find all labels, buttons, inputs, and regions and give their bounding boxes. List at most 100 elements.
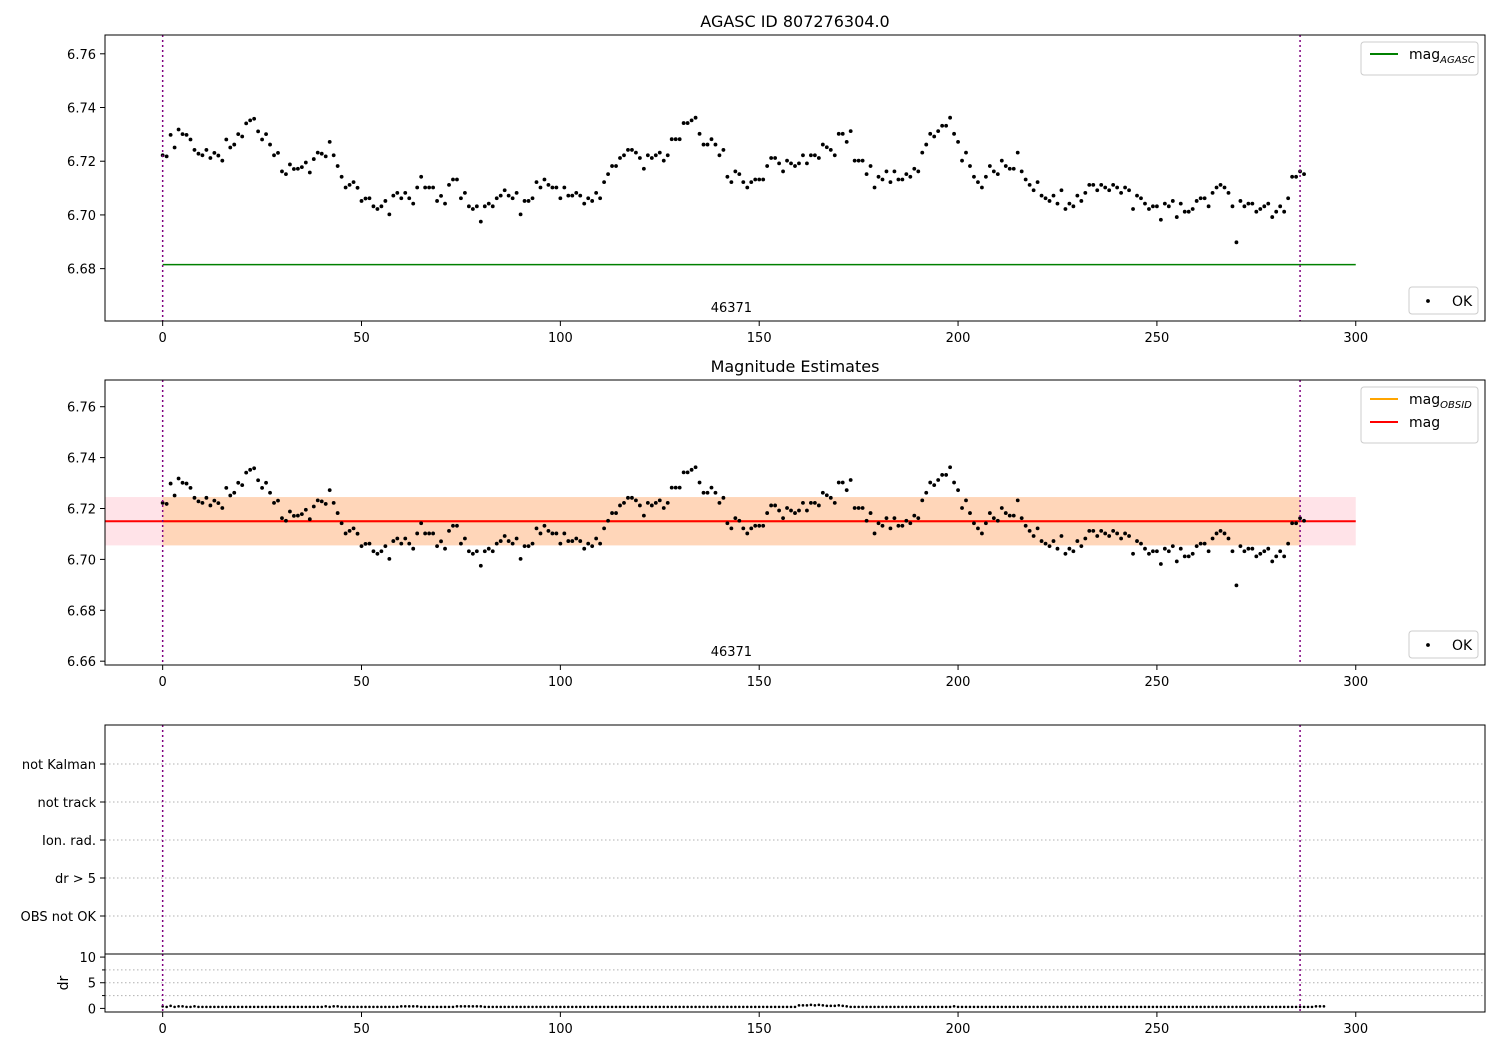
mag-point	[550, 531, 555, 536]
dr-point	[757, 1005, 761, 1009]
mag-point	[1063, 207, 1068, 211]
dr-point	[889, 1005, 892, 1009]
mag-point	[1222, 531, 1227, 536]
mag-point	[502, 534, 507, 538]
mag-point	[1123, 531, 1127, 536]
mag-point	[693, 465, 698, 470]
dr-point	[340, 1005, 343, 1009]
dr-point	[1087, 1005, 1091, 1009]
dr-point	[817, 1003, 821, 1007]
dr-point	[244, 1005, 248, 1009]
dr-point	[304, 1005, 308, 1009]
mag-point	[303, 160, 308, 165]
mag-point	[991, 169, 996, 174]
mag-point	[403, 536, 408, 541]
dr-point	[392, 1005, 395, 1009]
mag-point	[960, 506, 964, 510]
mag-point	[288, 509, 292, 514]
dr-point	[1191, 1005, 1194, 1009]
mag-point	[280, 516, 284, 521]
mag-point	[960, 158, 964, 163]
dr-point	[916, 1005, 920, 1009]
y-tick-label: 6.70	[67, 209, 96, 224]
mag-point	[689, 467, 694, 472]
mag-point	[932, 134, 937, 139]
mag-point	[661, 158, 666, 163]
mag-point	[395, 191, 400, 195]
dr-point	[1266, 1005, 1270, 1009]
mag-point	[1278, 204, 1283, 209]
dr-point	[1167, 1005, 1171, 1009]
mag-point	[379, 549, 384, 554]
dr-point	[483, 1005, 487, 1009]
panel1-axes	[104, 34, 1486, 322]
mag-point	[570, 193, 575, 198]
mag-point	[319, 151, 324, 156]
mag-point	[427, 185, 432, 190]
dr-point	[288, 1005, 292, 1009]
mag-point	[892, 169, 897, 174]
dr-point	[1243, 1005, 1246, 1009]
mag-point	[872, 531, 877, 536]
dr-point	[865, 1005, 868, 1009]
mag-point	[980, 531, 984, 536]
mag-point	[252, 466, 257, 471]
mag-point	[928, 480, 933, 485]
mag-point	[228, 493, 233, 498]
dr-point	[380, 1005, 383, 1009]
mag-point	[677, 485, 682, 490]
mag-point	[940, 123, 945, 128]
mag-point	[920, 150, 925, 155]
dr-point	[479, 1005, 483, 1008]
mag-point	[649, 156, 654, 160]
mag-point	[1166, 549, 1171, 554]
mag-point	[1127, 534, 1131, 538]
mag-point	[232, 490, 237, 495]
dr-point	[1048, 1005, 1051, 1009]
y-tick-label: 10	[79, 951, 96, 966]
x-tick-label: 100	[548, 675, 573, 690]
mag-point	[470, 207, 475, 211]
mag-point	[351, 180, 356, 185]
dr-point	[1235, 1005, 1238, 1009]
mag-point	[1214, 185, 1219, 190]
mag-point	[558, 541, 563, 546]
mag-point	[323, 154, 328, 159]
mag-point	[236, 132, 241, 136]
mag-point	[172, 493, 177, 498]
dr-point	[471, 1005, 475, 1008]
mag-point	[419, 174, 424, 179]
dr-point	[1095, 1005, 1099, 1009]
mag-point	[1115, 531, 1120, 536]
dr-point	[821, 1004, 825, 1007]
mag-point	[184, 132, 189, 137]
dr-point	[702, 1005, 705, 1009]
dr-point	[606, 1005, 610, 1009]
dr-point	[284, 1005, 288, 1009]
mag-point	[447, 182, 451, 187]
dr-point	[932, 1005, 936, 1009]
mag-point	[494, 541, 499, 546]
dr-point	[205, 1005, 208, 1009]
mag-point	[797, 161, 801, 166]
dr-point	[1187, 1005, 1191, 1009]
dr-point	[682, 1005, 685, 1009]
mag-point	[379, 204, 384, 209]
dr-point	[861, 1005, 864, 1009]
mag-point	[669, 137, 674, 142]
mag-point	[876, 174, 881, 179]
mag-point	[1047, 199, 1052, 203]
mag-point	[705, 490, 710, 495]
mag-point	[868, 164, 873, 168]
dr-point	[885, 1005, 888, 1009]
mag-point	[673, 137, 678, 142]
mag-point	[888, 180, 893, 185]
dr-point	[1203, 1005, 1206, 1009]
dr-point	[320, 1005, 324, 1009]
dr-point	[940, 1005, 944, 1009]
dr-point	[1195, 1005, 1198, 1009]
dr-point	[988, 1005, 992, 1009]
mag-point	[371, 204, 376, 209]
dr-point	[1135, 1005, 1139, 1009]
mag-point	[995, 518, 1000, 523]
